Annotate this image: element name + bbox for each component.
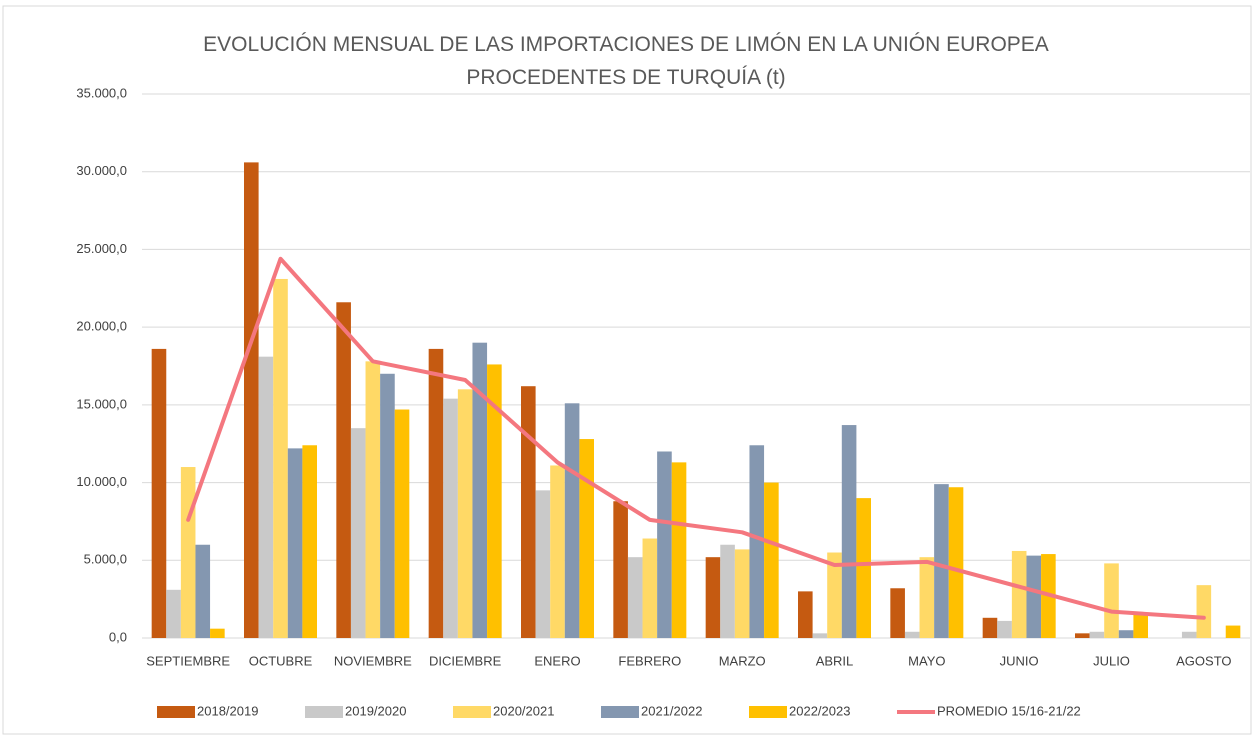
- bar: [798, 591, 813, 638]
- x-tick-label: ABRIL: [816, 653, 854, 668]
- x-tick-label: SEPTIEMBRE: [146, 653, 230, 668]
- bar: [1196, 585, 1212, 638]
- bar: [613, 501, 628, 638]
- x-tick-label: ENERO: [534, 653, 580, 668]
- line-series: [186, 256, 1206, 620]
- bar: [350, 428, 366, 638]
- bar: [904, 631, 920, 638]
- y-tick-label: 15.000,0: [76, 396, 127, 411]
- bar: [365, 361, 381, 638]
- x-tick-label: JULIO: [1093, 653, 1130, 668]
- bar: [948, 487, 964, 638]
- bar: [642, 538, 658, 638]
- bar: [890, 588, 905, 638]
- bar: [151, 348, 167, 638]
- legend-label: 2018/2019: [197, 703, 258, 718]
- legend-label: 2021/2022: [641, 703, 702, 718]
- bar: [1181, 631, 1197, 638]
- bar: [180, 467, 196, 638]
- bar: [997, 620, 1012, 638]
- bar: [749, 445, 765, 638]
- bar: [210, 628, 225, 638]
- bar: [705, 557, 721, 638]
- bar: [457, 389, 473, 638]
- bar: [734, 549, 750, 638]
- bar: [982, 617, 998, 638]
- x-tick-label: NOVIEMBRE: [334, 653, 412, 668]
- legend-label: 2019/2020: [345, 703, 406, 718]
- y-tick-label: 5.000,0: [84, 552, 127, 567]
- x-tick-label: FEBRERO: [618, 653, 681, 668]
- bar: [273, 278, 288, 638]
- bar: [428, 348, 444, 638]
- bar: [657, 451, 672, 638]
- bar: [764, 482, 779, 638]
- legend-swatch: [305, 706, 343, 718]
- bar: [1089, 631, 1105, 638]
- y-tick-label: 20.000,0: [76, 319, 127, 334]
- bar: [812, 633, 828, 638]
- x-tick-label: DICIEMBRE: [429, 653, 502, 668]
- bar: [302, 445, 317, 638]
- bar: [564, 403, 580, 638]
- legend-label: PROMEDIO 15/16-21/22: [937, 703, 1081, 718]
- bar: [195, 544, 211, 638]
- bar: [472, 342, 488, 638]
- bar: [934, 484, 949, 638]
- chart-border: [2, 5, 1252, 735]
- x-tick-label: JUNIO: [1000, 653, 1039, 668]
- bar: [720, 544, 735, 638]
- legend-label: 2020/2021: [493, 703, 554, 718]
- bar: [579, 439, 594, 638]
- y-tick-label: 30.000,0: [76, 163, 127, 178]
- bar: [287, 448, 303, 638]
- bar: [841, 425, 857, 638]
- bar: [856, 498, 871, 638]
- bar: [1133, 614, 1148, 638]
- x-tick-label: OCTUBRE: [249, 653, 313, 668]
- bar: [258, 356, 274, 638]
- bar: [336, 302, 351, 638]
- bar: [487, 364, 502, 638]
- bar: [1075, 633, 1090, 638]
- bar: [394, 409, 410, 638]
- bar: [521, 386, 536, 638]
- bar: [443, 398, 458, 638]
- bar: [535, 490, 551, 638]
- x-tick-label: MAYO: [908, 653, 945, 668]
- y-tick-label: 10.000,0: [76, 474, 127, 489]
- bar: [550, 465, 565, 638]
- x-tick-label: MARZO: [719, 653, 766, 668]
- y-tick-label: 35.000,0: [76, 85, 127, 100]
- legend-swatch: [157, 706, 195, 718]
- bar: [244, 162, 259, 639]
- bar: [1026, 555, 1042, 638]
- legend-label: 2022/2023: [789, 703, 850, 718]
- bar: [827, 552, 842, 638]
- bar: [1011, 550, 1027, 638]
- bar: [1104, 563, 1119, 638]
- bar: [627, 557, 643, 638]
- legend-swatch: [453, 706, 491, 718]
- bar: [671, 462, 687, 638]
- bar: [380, 373, 395, 638]
- bar: [1225, 625, 1241, 638]
- legend-swatch: [601, 706, 639, 718]
- y-tick-label: 25.000,0: [76, 241, 127, 256]
- bar: [166, 589, 181, 638]
- x-tick-label: AGOSTO: [1176, 653, 1231, 668]
- y-tick-label: 0,0: [109, 629, 127, 644]
- bar: [1118, 630, 1134, 638]
- bar: [919, 557, 935, 638]
- chart-title: EVOLUCIÓN MENSUAL DE LAS IMPORTACIONES D…: [203, 33, 1049, 89]
- legend-swatch: [749, 706, 787, 718]
